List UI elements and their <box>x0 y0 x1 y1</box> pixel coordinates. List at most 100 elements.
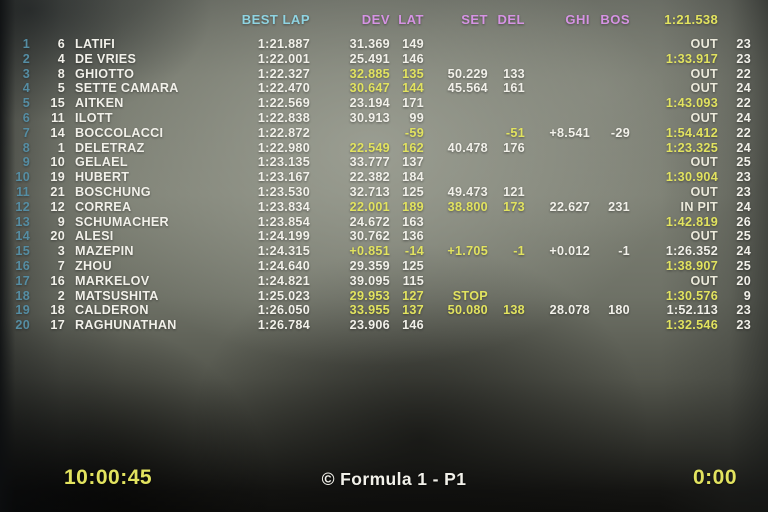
driver-name-cell: SETTE CAMARA <box>75 81 179 96</box>
last-time-cell: 1:30.576 <box>665 288 718 303</box>
last-time-cell: 1:43.093 <box>665 96 718 111</box>
car-number-cell: 15 <box>50 96 65 111</box>
lat-cell: 125 <box>402 184 424 199</box>
timing-row: 4 5 SETTE CAMARA 1:22.470 30.647 144 45.… <box>0 81 751 96</box>
position-cell: 7 <box>22 125 30 140</box>
car-number-cell: 18 <box>50 303 65 318</box>
set-cell: STOP <box>452 288 488 303</box>
last-time-cell: OUT <box>690 37 718 51</box>
lat-cell: 146 <box>402 318 424 333</box>
lat-cell: 137 <box>402 303 424 318</box>
timing-rows: 1 6 LATIFI 1:21.887 31.369 149 OUT 23 2 … <box>0 37 751 333</box>
set-cell: 50.080 <box>447 303 488 318</box>
del-cell: 176 <box>503 140 525 155</box>
timing-row: 8 1 DELETRAZ 1:22.980 22.549 162 40.478 … <box>0 141 751 156</box>
position-cell: 20 <box>15 318 30 333</box>
last-time-cell: IN PIT <box>680 199 718 214</box>
ghi-cell: +0.012 <box>549 244 590 259</box>
lat-cell: 171 <box>402 96 424 111</box>
laps-cell: 22 <box>736 125 751 140</box>
driver-name-cell: BOCCOLACCI <box>75 125 164 140</box>
lat-cell: -14 <box>404 244 424 259</box>
bos-cell: 180 <box>608 303 630 318</box>
set-cell: 45.564 <box>447 81 488 96</box>
position-cell: 3 <box>22 66 30 81</box>
best-lap-cell: 1:23.530 <box>257 184 310 199</box>
set-cell: +1.705 <box>447 244 488 259</box>
driver-name-cell: ILOTT <box>75 110 113 125</box>
best-lap-cell: 1:24.199 <box>257 229 310 244</box>
timing-row: 12 12 CORREA 1:23.834 22.001 189 38.800 … <box>0 200 751 215</box>
dev-cell: 22.549 <box>349 140 390 155</box>
position-cell: 18 <box>15 288 30 303</box>
timing-row: 3 8 GHIOTTO 1:22.327 32.885 135 50.229 1… <box>0 67 751 82</box>
best-lap-cell: 1:22.001 <box>257 51 310 66</box>
dev-cell: 32.885 <box>349 66 390 81</box>
laps-cell: 20 <box>736 273 751 288</box>
driver-name-cell: ZHOU <box>75 258 112 273</box>
laps-cell: 24 <box>736 81 751 96</box>
car-number-cell: 3 <box>57 244 65 259</box>
lat-cell: 125 <box>402 258 424 273</box>
car-number-cell: 11 <box>51 110 65 125</box>
best-lap-cell: 1:25.023 <box>257 288 310 303</box>
car-number-cell: 19 <box>50 170 65 185</box>
timing-row: 1 6 LATIFI 1:21.887 31.369 149 OUT 23 <box>0 37 751 52</box>
set-cell: 40.478 <box>447 140 488 155</box>
timing-row: 15 3 MAZEPIN 1:24.315 +0.851 -14 +1.705 … <box>0 244 751 259</box>
lat-cell: 127 <box>402 288 424 303</box>
laps-cell: 25 <box>736 229 751 244</box>
car-number-cell: 12 <box>50 199 65 214</box>
best-lap-cell: 1:21.887 <box>257 37 310 51</box>
timing-row: 11 21 BOSCHUNG 1:23.530 32.713 125 49.47… <box>0 185 751 200</box>
last-time-cell: OUT <box>690 155 718 170</box>
best-lap-cell: 1:26.050 <box>257 303 310 318</box>
ghi-cell: +8.541 <box>549 125 590 140</box>
last-time-cell: 1:52.113 <box>666 303 718 318</box>
laps-cell: 23 <box>736 303 751 318</box>
last-time-cell: OUT <box>690 273 718 288</box>
last-time-cell: 1:30.904 <box>665 170 718 185</box>
position-cell: 19 <box>15 303 30 318</box>
dev-cell: 29.359 <box>349 258 390 273</box>
timing-row: 18 2 MATSUSHITA 1:25.023 29.953 127 STOP… <box>0 289 751 304</box>
header-dev: DEV <box>361 11 390 27</box>
driver-name-cell: BOSCHUNG <box>75 184 151 199</box>
position-cell: 15 <box>15 244 30 259</box>
lat-cell: 144 <box>402 81 424 96</box>
last-time-cell: OUT <box>690 110 718 125</box>
laps-cell: 24 <box>736 199 751 214</box>
bos-cell: -1 <box>618 244 630 259</box>
driver-name-cell: DELETRAZ <box>75 140 145 155</box>
laps-cell: 24 <box>736 244 751 259</box>
driver-name-cell: GELAEL <box>75 155 128 170</box>
best-lap-cell: 1:23.834 <box>257 199 310 214</box>
driver-name-cell: LATIFI <box>75 37 116 51</box>
laps-cell: 26 <box>736 214 751 229</box>
timing-row: 16 7 ZHOU 1:24.640 29.359 125 1:38.907 2… <box>0 259 751 274</box>
ghi-cell: 22.627 <box>549 199 590 214</box>
car-number-cell: 2 <box>57 288 65 303</box>
lat-cell: 149 <box>402 37 424 51</box>
position-cell: 5 <box>22 96 30 111</box>
last-time-cell: 1:26.352 <box>665 244 718 259</box>
position-cell: 17 <box>15 273 30 288</box>
best-lap-cell: 1:23.167 <box>257 170 310 185</box>
car-number-cell: 4 <box>57 51 65 66</box>
last-time-cell: OUT <box>690 229 718 244</box>
best-lap-cell: 1:22.980 <box>257 140 310 155</box>
laps-cell: 24 <box>736 110 751 125</box>
position-cell: 16 <box>15 258 30 273</box>
last-time-cell: 1:32.546 <box>665 318 718 333</box>
dev-cell: 22.382 <box>349 170 390 185</box>
car-number-cell: 21 <box>50 184 65 199</box>
best-lap-cell: 1:22.470 <box>257 81 310 96</box>
last-time-cell: 1:33.917 <box>665 51 718 66</box>
dev-cell: 32.713 <box>349 184 390 199</box>
set-cell: 50.229 <box>447 66 488 81</box>
laps-cell: 23 <box>736 37 751 51</box>
last-time-cell: OUT <box>690 66 718 81</box>
driver-name-cell: MATSUSHITA <box>75 288 159 303</box>
laps-cell: 23 <box>736 170 751 185</box>
